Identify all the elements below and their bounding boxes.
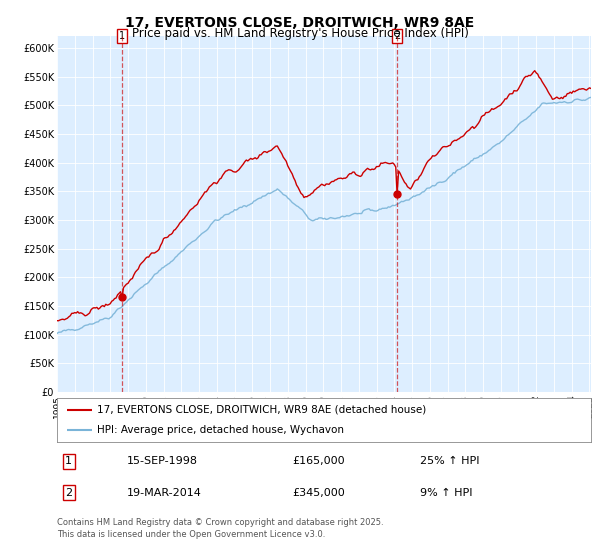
Text: 2: 2 — [65, 488, 73, 498]
Text: HPI: Average price, detached house, Wychavon: HPI: Average price, detached house, Wych… — [97, 425, 344, 435]
Text: £345,000: £345,000 — [292, 488, 345, 498]
Text: 1: 1 — [65, 456, 72, 466]
Text: 25% ↑ HPI: 25% ↑ HPI — [420, 456, 479, 466]
Text: £165,000: £165,000 — [292, 456, 344, 466]
Text: Price paid vs. HM Land Registry's House Price Index (HPI): Price paid vs. HM Land Registry's House … — [131, 27, 469, 40]
Text: 1: 1 — [119, 31, 125, 41]
Text: Contains HM Land Registry data © Crown copyright and database right 2025.: Contains HM Land Registry data © Crown c… — [57, 518, 383, 527]
Text: 2: 2 — [394, 31, 400, 41]
Text: 17, EVERTONS CLOSE, DROITWICH, WR9 8AE: 17, EVERTONS CLOSE, DROITWICH, WR9 8AE — [125, 16, 475, 30]
Text: 17, EVERTONS CLOSE, DROITWICH, WR9 8AE (detached house): 17, EVERTONS CLOSE, DROITWICH, WR9 8AE (… — [97, 405, 426, 415]
Text: 15-SEP-1998: 15-SEP-1998 — [127, 456, 197, 466]
Text: 19-MAR-2014: 19-MAR-2014 — [127, 488, 201, 498]
Text: This data is licensed under the Open Government Licence v3.0.: This data is licensed under the Open Gov… — [57, 530, 325, 539]
Text: 9% ↑ HPI: 9% ↑ HPI — [420, 488, 473, 498]
